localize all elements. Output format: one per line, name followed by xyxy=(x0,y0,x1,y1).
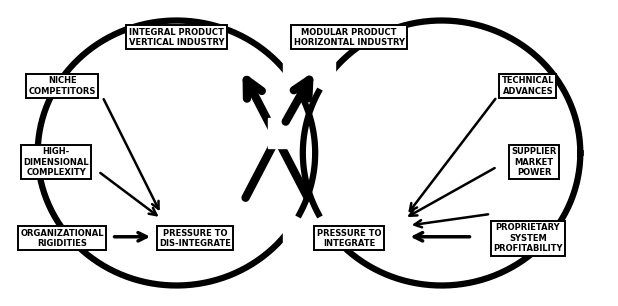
Text: PRESSURE TO
DIS-INTEGRATE: PRESSURE TO DIS-INTEGRATE xyxy=(159,229,231,248)
Text: NICHE
COMPETITORS: NICHE COMPETITORS xyxy=(28,76,96,96)
Text: PRESSURE TO
INTEGRATE: PRESSURE TO INTEGRATE xyxy=(317,229,381,248)
Text: SUPPLIER
MARKET
POWER: SUPPLIER MARKET POWER xyxy=(511,147,557,177)
Text: HIGH-
DIMENSIONAL
COMPLEXITY: HIGH- DIMENSIONAL COMPLEXITY xyxy=(23,147,89,177)
Text: ORGANIZATIONAL
RIGIDITIES: ORGANIZATIONAL RIGIDITIES xyxy=(20,229,104,248)
Text: PROPRIETARY
SYSTEM
PROFITABILITY: PROPRIETARY SYSTEM PROFITABILITY xyxy=(493,223,562,253)
Bar xyxy=(268,118,291,148)
Text: INTEGRAL PRODUCT
VERTICAL INDUSTRY: INTEGRAL PRODUCT VERTICAL INDUSTRY xyxy=(129,28,224,47)
Text: TECHNICAL
ADVANCES: TECHNICAL ADVANCES xyxy=(502,76,554,96)
Text: MODULAR PRODUCT
HORIZONTAL INDUSTRY: MODULAR PRODUCT HORIZONTAL INDUSTRY xyxy=(294,28,405,47)
Polygon shape xyxy=(283,21,335,285)
